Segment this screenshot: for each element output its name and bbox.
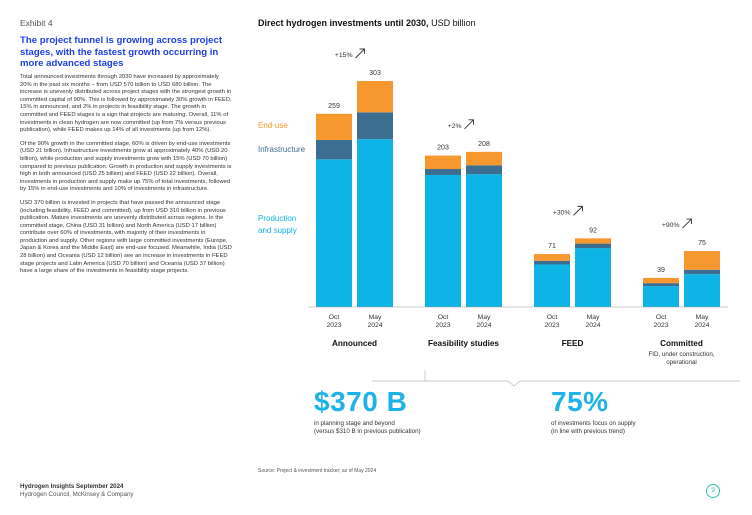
bar-total-label: 92 bbox=[589, 227, 597, 234]
growth-arrow bbox=[355, 48, 365, 59]
bar-segment-end-use bbox=[643, 277, 679, 284]
bar-segment-infrastructure bbox=[534, 260, 570, 265]
kpi-invested: $370 B in planning stage and beyond (ver… bbox=[314, 386, 421, 436]
bar-period-label: May bbox=[696, 314, 709, 321]
paragraph-2: Of the 90% growth in the committed stage… bbox=[20, 140, 232, 193]
bar-segment-infrastructure bbox=[684, 269, 720, 275]
growth-label: +30% bbox=[553, 209, 571, 216]
bar-segment-production-and-supply bbox=[425, 174, 461, 307]
bar-period-label: May bbox=[478, 314, 491, 321]
bar-total-label: 208 bbox=[478, 141, 490, 148]
chart-title: Direct hydrogen investments until 2030, … bbox=[258, 18, 476, 28]
kpi-supply-value: 75% bbox=[551, 386, 609, 417]
bar-segment-end-use bbox=[466, 151, 502, 166]
bar-period-label: Oct bbox=[656, 314, 667, 321]
bar-year-label: 2023 bbox=[653, 322, 668, 329]
bar-segment-infrastructure bbox=[357, 112, 393, 140]
bar-total-label: 71 bbox=[548, 243, 556, 250]
bar-total-label: 39 bbox=[657, 267, 665, 274]
bar-segment-production-and-supply bbox=[684, 274, 720, 307]
group-title: Announced bbox=[332, 339, 377, 348]
bar-period-label: May bbox=[369, 314, 382, 321]
bar-total-label: 303 bbox=[369, 70, 381, 77]
bar-segment-infrastructure bbox=[643, 283, 679, 287]
growth-label: +90% bbox=[662, 222, 680, 229]
bar-year-label: 2024 bbox=[694, 322, 709, 329]
headline: The project funnel is growing across pro… bbox=[20, 35, 223, 69]
kpi-supply-line2: (in line with previous trend) bbox=[551, 428, 625, 435]
bar-segment-production-and-supply bbox=[643, 286, 679, 307]
legend-production-and-supply: Production bbox=[258, 214, 296, 223]
bar-period-label: Oct bbox=[438, 314, 449, 321]
bar-year-label: 2024 bbox=[476, 322, 491, 329]
bar-segment-infrastructure bbox=[575, 243, 611, 249]
bar-period-label: May bbox=[587, 314, 600, 321]
bar-year-label: 2023 bbox=[326, 322, 341, 329]
group-subtitle: operational bbox=[666, 359, 697, 366]
kpi-bracket bbox=[372, 370, 740, 387]
footer: Hydrogen Insights September 2024 Hydroge… bbox=[20, 483, 134, 498]
legend-infrastructure: Infrastructure bbox=[258, 145, 306, 154]
bar-segment-production-and-supply bbox=[357, 139, 393, 307]
bar-segment-end-use bbox=[316, 113, 352, 140]
page-number[interactable]: 9 bbox=[706, 484, 720, 498]
chart-title-bold: Direct hydrogen investments until 2030, bbox=[258, 18, 429, 28]
paragraph-1: Total announced investments through 2030… bbox=[20, 74, 232, 134]
kpi-invested-line1: in planning stage and beyond bbox=[314, 420, 395, 427]
footer-subtitle: Hydrogen Council, McKinsey & Company bbox=[20, 490, 134, 498]
bar-period-label: Oct bbox=[547, 314, 558, 321]
growth-arrow bbox=[573, 205, 583, 216]
footer-title: Hydrogen Insights September 2024 bbox=[20, 483, 124, 490]
growth-label: +2% bbox=[448, 123, 462, 130]
bar-segment-production-and-supply bbox=[534, 264, 570, 307]
group-subtitle: FID, under construction, bbox=[648, 351, 714, 358]
kpi-supply: 75% of investments focus on supply (in l… bbox=[551, 386, 636, 436]
legend-end-use: End-use bbox=[258, 121, 288, 130]
bar-segment-production-and-supply bbox=[575, 248, 611, 307]
growth-arrow bbox=[464, 119, 474, 130]
growth-label: +15% bbox=[335, 52, 353, 59]
bar-total-label: 75 bbox=[698, 240, 706, 247]
bar-segment-production-and-supply bbox=[316, 159, 352, 307]
paragraph-3: USD 370 billion is invested in projects … bbox=[20, 199, 232, 275]
bar-period-label: Oct bbox=[329, 314, 340, 321]
bar-year-label: 2024 bbox=[367, 322, 382, 329]
growth-arrow bbox=[682, 218, 692, 229]
bar-segment-end-use bbox=[684, 251, 720, 270]
bar-year-label: 2023 bbox=[544, 322, 559, 329]
group-title: Feasibility studies bbox=[428, 339, 499, 348]
source-note: Source: Project & investment tracker; as… bbox=[258, 468, 377, 474]
bar-year-label: 2024 bbox=[585, 322, 600, 329]
exhibit-label: Exhibit 4 bbox=[20, 18, 53, 28]
bar-total-label: 259 bbox=[328, 103, 340, 110]
bar-year-label: 2023 bbox=[435, 322, 450, 329]
group-title: FEED bbox=[562, 339, 584, 348]
bar-segment-end-use bbox=[425, 155, 461, 170]
bar-segment-infrastructure bbox=[316, 139, 352, 160]
bar-total-label: 203 bbox=[437, 145, 449, 152]
bar-segment-end-use bbox=[534, 254, 570, 261]
chart-title-unit: USD billion bbox=[428, 18, 476, 28]
bar-segment-production-and-supply bbox=[466, 174, 502, 307]
bar-segment-infrastructure bbox=[466, 165, 502, 175]
bar-segment-infrastructure bbox=[425, 169, 461, 175]
kpi-supply-line1: of investments focus on supply bbox=[551, 420, 636, 427]
kpi-invested-line2: (versus $310 B in previous publication) bbox=[314, 428, 421, 435]
legend-production-and-supply: and supply bbox=[258, 226, 297, 235]
kpi-invested-value: $370 B bbox=[314, 386, 408, 417]
bar-segment-end-use bbox=[575, 238, 611, 244]
body-text: Total announced investments through 2030… bbox=[20, 74, 232, 282]
bar-segment-end-use bbox=[357, 81, 393, 113]
group-title: Committed bbox=[660, 339, 703, 348]
